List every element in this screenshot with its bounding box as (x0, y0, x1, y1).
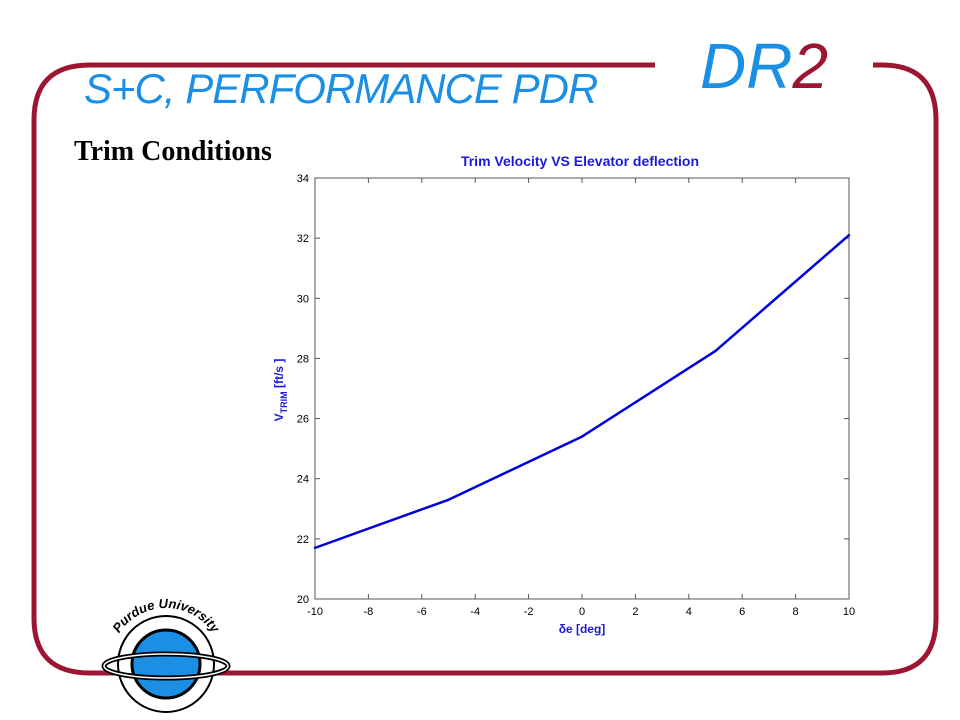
data-point (313, 546, 317, 550)
data-point (580, 435, 584, 438)
x-tick-label: 2 (632, 606, 638, 618)
data-point (847, 233, 851, 237)
data-point (447, 498, 450, 501)
x-tick-label: 8 (793, 606, 799, 618)
logo-globe (130, 628, 202, 700)
x-tick-label: 6 (739, 606, 745, 618)
y-tick-label: 28 (297, 353, 309, 365)
x-axis-label: δe [deg] (559, 622, 606, 636)
plot-area (314, 177, 850, 600)
chart-title: Trim Velocity VS Elevator deflection (461, 153, 699, 169)
brand-prefix: DR (700, 30, 793, 102)
y-tick-label: 34 (297, 173, 309, 185)
data-point (714, 349, 717, 353)
brand-suffix: 2 (792, 30, 829, 102)
frame-border (31, 62, 939, 676)
x-tick-label: -8 (364, 606, 374, 618)
x-tick-label: -10 (307, 606, 323, 618)
x-tick-label: 10 (843, 606, 855, 618)
header-title: S+C, PERFORMANCE PDR (84, 65, 598, 112)
y-tick-label: 30 (297, 293, 309, 305)
x-axis: -10 -8 -6 -4 -2 0 2 4 6 8 10 (307, 178, 855, 618)
x-tick-label: 4 (686, 606, 692, 618)
x-tick-label: -4 (470, 606, 480, 618)
y-axis-label-unit: [ft/s ] (272, 359, 286, 392)
x-tick-label: 0 (579, 606, 585, 618)
y-axis-label-main: V (272, 413, 286, 421)
purdue-logo: Purdue University Aeronautics & Astronau… (101, 598, 231, 718)
y-axis: 20 22 24 26 28 30 32 34 (297, 173, 849, 606)
y-tick-label: 32 (297, 233, 309, 245)
y-tick-label: 22 (297, 534, 309, 546)
series-points (313, 233, 851, 550)
y-axis-label-sub: TRIM (279, 391, 289, 413)
x-tick-label: -6 (417, 606, 427, 618)
x-tick-label: -2 (524, 606, 534, 618)
y-axis-label: VTRIM [ft/s ] (272, 359, 289, 422)
y-tick-label: 20 (297, 594, 309, 606)
logo-orbit-inner (103, 653, 229, 679)
section-title: Trim Conditions (74, 136, 272, 167)
y-tick-label: 26 (297, 414, 309, 426)
y-tick-label: 24 (297, 474, 309, 486)
brand-logo: DR2 (700, 34, 828, 98)
